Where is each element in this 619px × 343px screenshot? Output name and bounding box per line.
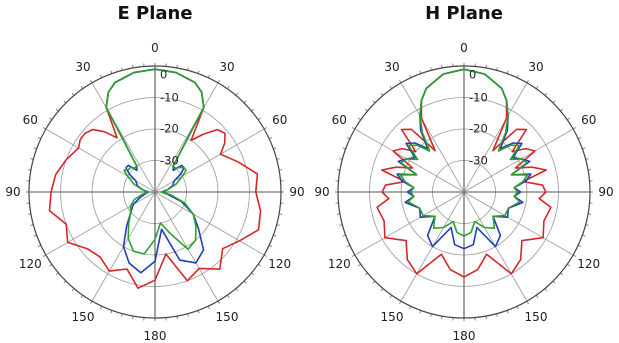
e-plane-angle-label: 150 — [72, 311, 95, 323]
e-plane-angle-label: 30 — [219, 61, 234, 73]
h-plane-angle-label: 120 — [328, 258, 351, 270]
e-plane-angle-label: 150 — [216, 311, 239, 323]
h-plane-angle-label: 90 — [314, 186, 329, 198]
h-plane-angle-label: 180 — [453, 330, 476, 342]
h-plane-angle-label: 120 — [577, 258, 600, 270]
e-plane-spoke — [92, 83, 155, 192]
e-plane-angle-label: 90 — [5, 186, 20, 198]
h-plane-angle-label: 150 — [525, 311, 548, 323]
e-plane-spoke — [46, 192, 155, 255]
e-plane-angle-label: 120 — [19, 258, 42, 270]
e-plane-angle-label: 180 — [144, 330, 167, 342]
h-plane-angle-label: 30 — [528, 61, 543, 73]
e-plane-ring-label: -30 — [160, 155, 179, 167]
h-plane-angle-label: 30 — [384, 61, 399, 73]
e-plane-angle-label: 60 — [23, 114, 38, 126]
e-plane-angle-label: 30 — [75, 61, 90, 73]
e-plane-spoke — [46, 129, 155, 192]
h-plane-ring-label: -10 — [469, 92, 488, 104]
e-plane-angle-label: 90 — [289, 186, 304, 198]
e-plane-angle-label: 60 — [272, 114, 287, 126]
h-plane-angle-label: 0 — [460, 42, 468, 54]
e-plane-ring-label: 0 — [160, 69, 167, 81]
h-plane-ring-label: 0 — [469, 69, 476, 81]
e-plane-angle-label: 120 — [268, 258, 291, 270]
e-plane-ring-label: -20 — [160, 123, 179, 135]
h-plane-angle-label: 60 — [581, 114, 596, 126]
e-plane-spoke — [155, 192, 218, 301]
e-plane-ring-label: -10 — [160, 92, 179, 104]
h-plane-angle-label: 150 — [381, 311, 404, 323]
h-plane-ring-label: -30 — [469, 155, 488, 167]
h-plane-spoke — [355, 129, 464, 192]
h-plane-angle-label: 90 — [598, 186, 613, 198]
h-plane-ring-label: -20 — [469, 123, 488, 135]
e-plane-angle-label: 0 — [151, 42, 159, 54]
h-plane-angle-label: 60 — [332, 114, 347, 126]
